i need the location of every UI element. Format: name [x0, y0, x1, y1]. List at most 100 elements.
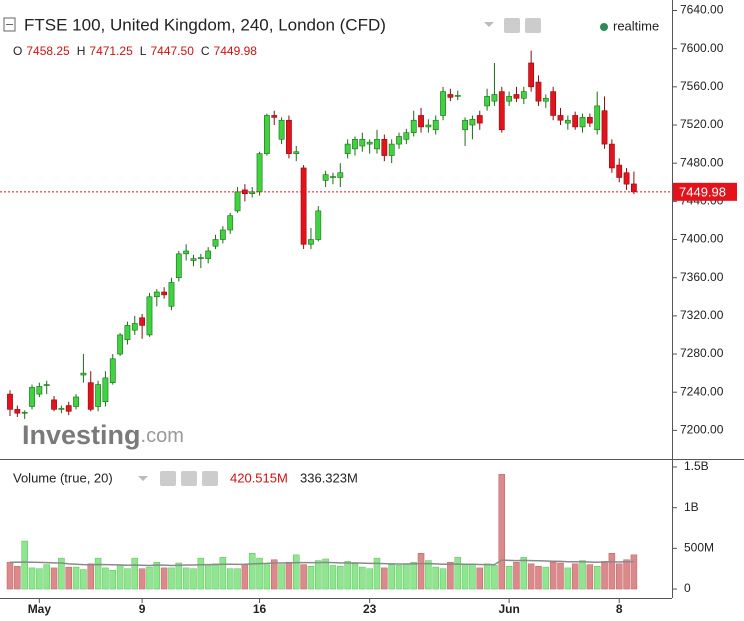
y-tick-label: 7360.00	[680, 270, 724, 284]
candle-body	[256, 153, 263, 193]
volume-bar	[131, 557, 139, 590]
candle-body	[572, 115, 579, 128]
candle-body	[557, 115, 564, 121]
y-tick-label: 7640.00	[680, 3, 724, 17]
volume-bar	[527, 563, 535, 590]
volume-bar	[373, 557, 381, 590]
candle-body	[381, 139, 388, 156]
y-tick-label: 500M	[684, 541, 714, 555]
candle-body	[153, 291, 160, 298]
candle-body	[227, 215, 234, 231]
candle-body	[410, 119, 417, 133]
candle-body	[344, 143, 351, 154]
candle-body	[396, 136, 402, 145]
volume-bar	[116, 564, 124, 590]
candle-body	[219, 229, 226, 240]
volume-bar	[263, 564, 271, 590]
volume-bar	[542, 566, 550, 590]
volume-bar	[498, 474, 506, 590]
volume-bar	[344, 561, 351, 590]
y-tick-label: 7560.00	[680, 79, 724, 93]
candle-body	[131, 323, 138, 331]
candle-body	[476, 115, 483, 124]
volume-bar	[483, 563, 491, 590]
volume-bar	[160, 567, 168, 590]
ohlc-key: O	[13, 44, 22, 58]
y-tick-label: 7280.00	[680, 346, 724, 360]
x-tick-label: 9	[139, 602, 146, 616]
candle-body	[124, 325, 131, 341]
volume-bar	[520, 557, 528, 590]
collapse-icon[interactable]	[3, 17, 16, 32]
candle-body	[484, 96, 490, 107]
volume-bar	[256, 557, 263, 590]
candle-body	[528, 62, 535, 88]
volume-bar	[337, 566, 344, 590]
candle-body	[550, 91, 557, 116]
volume-bar	[403, 563, 410, 590]
volume-bar	[138, 568, 146, 590]
candle-body	[58, 408, 65, 410]
candle-body	[322, 174, 329, 181]
ohlc-key: C	[201, 44, 210, 58]
candle-body	[117, 334, 123, 355]
volume-settings-icon[interactable]	[181, 471, 197, 486]
volume-bar	[21, 540, 28, 590]
volume-bar	[50, 567, 58, 590]
candle-body	[440, 91, 446, 116]
chart-title: FTSE 100, United Kingdom, 240, London (C…	[24, 15, 386, 34]
candle-body	[425, 124, 432, 128]
eye-icon[interactable]	[504, 18, 520, 33]
volume-bar	[65, 566, 72, 590]
volume-bar	[586, 564, 594, 590]
candle-body	[197, 257, 204, 259]
volume-bar	[425, 560, 432, 590]
ohlc-value: 7458.25	[26, 44, 70, 58]
ohlc-key: L	[140, 44, 147, 58]
candle-body	[36, 386, 43, 395]
watermark: Investing.com	[22, 420, 184, 450]
settings-icon[interactable]	[525, 18, 541, 33]
volume-bar	[608, 552, 616, 590]
last-price-label: 7449.98	[679, 184, 726, 199]
dropdown-icon[interactable]	[484, 22, 494, 27]
candle-body	[388, 143, 395, 156]
volume-close-icon[interactable]	[202, 471, 218, 486]
x-tick-label: 8	[616, 602, 623, 616]
volume-bar	[300, 564, 307, 590]
volume-bar	[395, 565, 403, 590]
volume-bar	[190, 568, 197, 590]
volume-bar	[469, 563, 476, 590]
volume-bar	[461, 564, 469, 590]
y-tick-label: 7600.00	[680, 41, 724, 55]
candle-body	[263, 115, 270, 154]
volume-bar	[593, 566, 601, 590]
volume-eye-icon[interactable]	[160, 471, 176, 486]
candle-body	[506, 96, 513, 102]
volume-bar	[307, 566, 315, 590]
realtime-dot	[600, 23, 608, 31]
volume-bar	[601, 561, 608, 590]
y-tick-label: 7200.00	[680, 423, 724, 437]
candle-body	[212, 239, 219, 247]
candle-body	[73, 396, 79, 407]
volume-bar	[410, 561, 417, 590]
volume-bar	[447, 561, 454, 590]
volume-bar	[476, 567, 484, 590]
candle-body	[21, 411, 28, 414]
volume-bar	[329, 565, 337, 590]
watermark-domain: .com	[141, 425, 184, 447]
candle-body	[601, 110, 608, 145]
volume-bar	[549, 561, 557, 590]
candle-body	[139, 317, 146, 326]
volume-bar	[351, 563, 359, 590]
volume-bar	[535, 566, 542, 590]
candle-body	[418, 115, 424, 128]
candle-body	[190, 258, 197, 261]
candle-body	[359, 139, 366, 147]
volume-value: 420.515M	[230, 470, 288, 485]
volume-bar	[513, 561, 520, 590]
volume-bar	[278, 564, 285, 590]
volume-dropdown[interactable]	[138, 476, 148, 481]
